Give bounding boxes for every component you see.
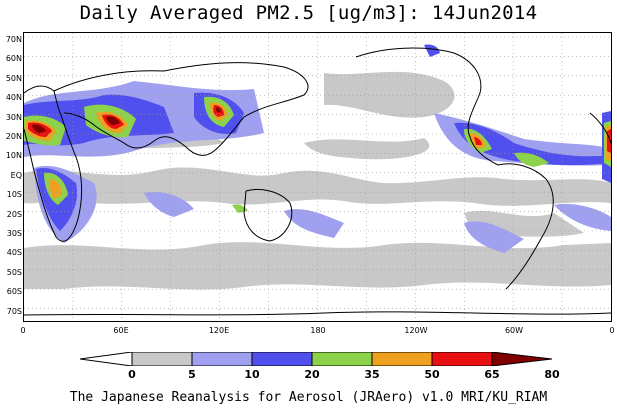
coastlines bbox=[24, 47, 611, 316]
colorbar-swatch bbox=[251, 352, 313, 366]
lat-label: 20N bbox=[5, 132, 22, 141]
lat-label: 70S bbox=[6, 306, 22, 316]
colorbar-tick-label: 20 bbox=[304, 368, 320, 381]
lat-label: 30N bbox=[5, 112, 22, 122]
lat-label: EQ bbox=[10, 170, 22, 180]
map-title: Daily Averaged PM2.5 [ug/m3]: 14Jun2014 bbox=[79, 2, 538, 24]
lat-label: 50N bbox=[5, 73, 22, 83]
colorbar-tick-label: 0 bbox=[128, 368, 136, 381]
colorbar-tick-label: 65 bbox=[484, 368, 500, 381]
colorbar-tick-label: 35 bbox=[364, 368, 380, 381]
lat-label: 30S bbox=[6, 229, 22, 238]
colorbar bbox=[80, 352, 552, 366]
colorbar-high-arrow bbox=[491, 352, 552, 366]
map-canvas bbox=[24, 33, 611, 321]
colorbar-swatch bbox=[131, 352, 193, 366]
colorbar-swatch bbox=[371, 352, 433, 366]
colorbar-tick-label: 50 bbox=[424, 368, 440, 381]
graticule bbox=[24, 33, 611, 321]
lon-label: 0 bbox=[609, 326, 615, 335]
lat-label: 70N bbox=[5, 35, 22, 44]
lon-label: 60E bbox=[113, 326, 129, 335]
lon-label: 120E bbox=[208, 326, 230, 335]
colorbar-swatch bbox=[431, 352, 493, 366]
pm25-map bbox=[23, 32, 612, 322]
colorbar-tick-label: 5 bbox=[188, 368, 196, 381]
colorbar-tick-label: 80 bbox=[544, 368, 560, 381]
colorbar-tick-label: 10 bbox=[244, 368, 260, 381]
lon-label: 180 bbox=[310, 326, 326, 335]
colorbar-swatch bbox=[191, 352, 253, 366]
lat-label: 20S bbox=[6, 209, 22, 219]
lat-label: 40S bbox=[6, 248, 22, 258]
pm25-band-80-plus bbox=[32, 107, 221, 133]
lat-label: 10S bbox=[6, 190, 22, 200]
lat-label: 40N bbox=[5, 93, 22, 103]
credit-line: The Japanese Reanalysis for Aerosol (JRA… bbox=[69, 390, 548, 405]
colorbar-low-arrow bbox=[80, 352, 133, 366]
lat-label: 10N bbox=[5, 151, 22, 161]
lat-label: 60S bbox=[6, 287, 22, 297]
lat-label: 50S bbox=[6, 267, 22, 277]
colorbar-swatch bbox=[311, 352, 373, 366]
lon-label: 120W bbox=[404, 326, 428, 335]
lon-label: 60W bbox=[504, 326, 524, 335]
lat-label: 60N bbox=[5, 54, 22, 64]
lon-label: 0 bbox=[20, 326, 26, 335]
